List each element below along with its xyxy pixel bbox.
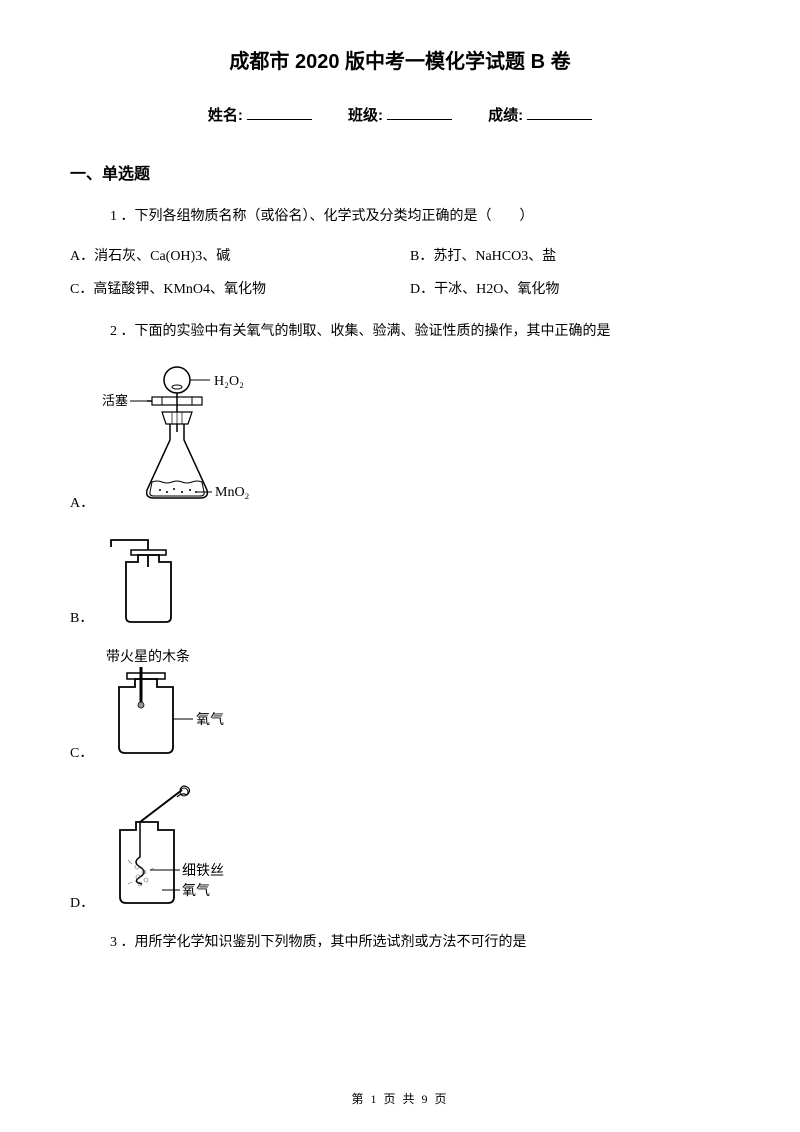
q2-option-d-row: D． 细铁丝 [70, 782, 730, 917]
score-blank [527, 119, 592, 120]
q1-option-a: A．消石灰、Ca(OH)3、碱 [70, 246, 390, 268]
label-mno2: MnO₂ [215, 485, 250, 500]
label-wire: 细铁丝 [182, 863, 224, 879]
q2-diagram-c: 带火星的木条 氧气 [101, 647, 261, 767]
label-h2o2: H₂O₂ [214, 374, 244, 389]
q2-label-c: C． [70, 742, 93, 767]
q2-label-b: B． [70, 607, 93, 632]
label-oxygen-c: 氧气 [196, 712, 224, 728]
q2-diagram-a: H₂O₂ 活塞 MnO₂ [102, 362, 272, 517]
name-blank [247, 119, 312, 120]
q2-option-b-row: B． [70, 532, 730, 632]
class-label: 班级: [348, 107, 383, 124]
question-3-text: 3 ．用所学化学知识鉴别下列物质，其中所选试剂或方法不可行的是 [70, 932, 730, 954]
question-2-text: 2 ．下面的实验中有关氧气的制取、收集、验满、验证性质的操作，其中正确的是 [70, 321, 730, 343]
q2-option-c-row: C． 带火星的木条 氧气 [70, 647, 730, 767]
student-info-row: 姓名: 班级: 成绩: [70, 104, 730, 125]
label-stopper: 活塞 [102, 393, 128, 408]
page-title: 成都市 2020 版中考一模化学试题 B 卷 [70, 45, 730, 74]
q2-label-a: A． [70, 492, 94, 517]
q2-option-a-row: A． [70, 362, 730, 517]
question-1-options: A．消石灰、Ca(OH)3、碱 B．苏打、NaHCO3、盐 C．高锰酸钾、KMn… [70, 246, 730, 301]
q1-option-b: B．苏打、NaHCO3、盐 [410, 246, 730, 268]
label-oxygen-d: 氧气 [182, 883, 210, 899]
label-wood-stick: 带火星的木条 [106, 648, 190, 665]
class-blank [387, 119, 452, 120]
page-footer: 第 1 页 共 9 页 [0, 1090, 800, 1107]
score-label: 成绩: [488, 107, 523, 124]
section-heading: 一、单选题 [70, 160, 730, 184]
q2-diagram-b [101, 532, 191, 632]
q2-diagram-d: 细铁丝 氧气 [102, 782, 262, 917]
name-label: 姓名: [208, 107, 243, 124]
q2-label-d: D． [70, 892, 94, 917]
q1-option-c: C．高锰酸钾、KMnO4、氧化物 [70, 279, 390, 301]
q1-option-d: D．干冰、H2O、氧化物 [410, 279, 730, 301]
question-1-text: 1 ．下列各组物质名称（或俗名）、化学式及分类均正确的是（ ） [70, 206, 730, 228]
